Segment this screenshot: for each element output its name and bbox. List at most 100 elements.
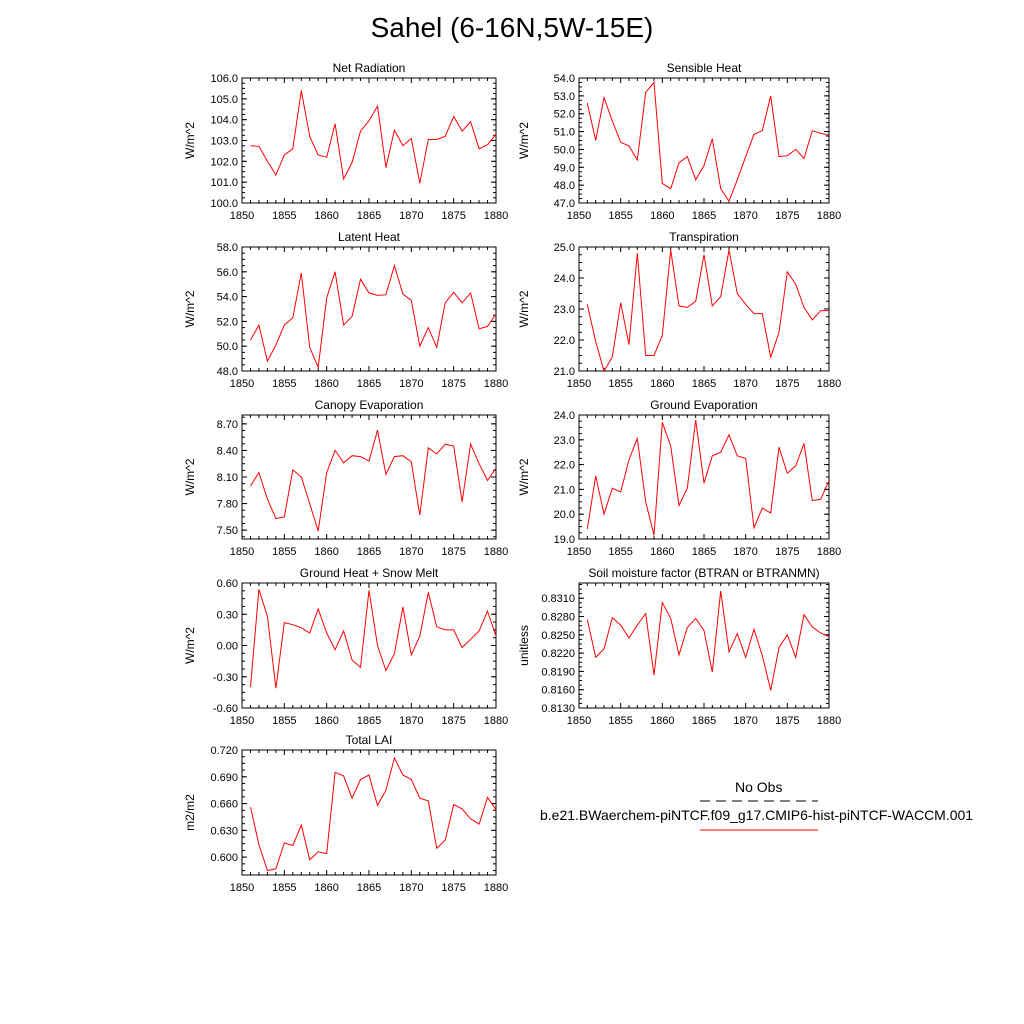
panel-canopy-evaporation-ytick-label: 7.50: [217, 525, 238, 537]
panel-latent-heat-xtick-label: 1855: [272, 378, 296, 390]
panel-soil-moisture-factor-btran-or-btranmn-xtick-label: 1850: [567, 715, 591, 727]
panel-sensible-heat-ytick-label: 52.0: [554, 109, 575, 121]
panel-ground-evaporation-ytick-label: 19.0: [554, 534, 575, 546]
panel-net-radiation-ytick-label: 102.0: [210, 156, 238, 168]
panel-latent-heat-xtick-label: 1850: [230, 378, 254, 390]
panel-total-lai-ytick-label: 0.720: [210, 745, 238, 757]
panel-canopy-evaporation-ylabel: W/m^2: [183, 458, 197, 495]
panel-ground-evaporation: Ground Evaporation W/m^2 1850 1855 1860 1865 1…: [517, 398, 841, 558]
panel-canopy-evaporation-xtick-label: 1865: [357, 546, 381, 558]
panel-canopy-evaporation-ytick-label: 8.40: [217, 445, 238, 457]
panel-soil-moisture-factor-btran-or-btranmn-ylabel: unitless: [517, 625, 531, 666]
panel-transpiration-xtick-label: 1870: [733, 378, 757, 390]
panel-transpiration-xtick-label: 1880: [817, 378, 841, 390]
panel-canopy-evaporation-xtick-label: 1855: [272, 546, 296, 558]
panel-ground-heat-snow-melt-xtick-label: 1880: [484, 715, 508, 727]
panel-transpiration-title: Transpiration: [669, 230, 739, 244]
panel-ground-evaporation-title: Ground Evaporation: [650, 398, 757, 412]
panel-latent-heat: Latent Heat W/m^2 1850 1855 1860 1865 1870 1875…: [183, 230, 508, 390]
panel-sensible-heat-ytick-label: 49.0: [554, 162, 575, 174]
panel-canopy-evaporation-series-line: [250, 429, 497, 532]
panel-transpiration: Transpiration W/m^2 1850 1855 1860 1865 1870 18…: [517, 230, 841, 390]
panel-sensible-heat-xtick-label: 1860: [650, 210, 674, 222]
panel-ground-heat-snow-melt-ytick-label: -0.30: [213, 672, 238, 684]
panel-soil-moisture-factor-btran-or-btranmn: Soil moisture factor (BTRAN or BTRANMN) u…: [517, 566, 841, 727]
panel-canopy-evaporation-ytick-label: 8.70: [217, 419, 238, 431]
panel-soil-moisture-factor-btran-or-btranmn-ytick-label: 0.8220: [541, 648, 575, 660]
panel-ground-heat-snow-melt-xtick-label: 1875: [441, 715, 465, 727]
panel-soil-moisture-factor-btran-or-btranmn-ytick-label: 0.8280: [541, 612, 575, 624]
panel-ground-evaporation-ytick-label: 22.0: [554, 460, 575, 472]
panel-ground-evaporation-xtick-label: 1870: [733, 546, 757, 558]
panel-total-lai-xtick-label: 1860: [314, 882, 338, 894]
panel-canopy-evaporation-xtick-label: 1860: [314, 546, 338, 558]
panel-ground-evaporation-xtick-label: 1875: [775, 546, 799, 558]
panel-latent-heat-xtick-label: 1865: [357, 378, 381, 390]
panel-canopy-evaporation-xtick-label: 1875: [441, 546, 465, 558]
panel-net-radiation-ytick-label: 104.0: [210, 115, 238, 127]
panel-transpiration-xtick-label: 1850: [567, 378, 591, 390]
panel-transpiration-frame: [578, 246, 830, 372]
panel-transpiration-ylabel: W/m^2: [517, 290, 531, 327]
panel-net-radiation-title: Net Radiation: [333, 61, 406, 75]
panel-total-lai-xtick-label: 1850: [230, 882, 254, 894]
panel-sensible-heat-xtick-label: 1875: [775, 210, 799, 222]
panel-sensible-heat-ylabel: W/m^2: [517, 122, 531, 159]
panel-soil-moisture-factor-btran-or-btranmn-xtick-label: 1855: [608, 715, 632, 727]
panel-total-lai-ytick-label: 0.600: [210, 852, 238, 864]
panel-ground-heat-snow-melt-ytick-label: 0.60: [217, 578, 238, 590]
panel-soil-moisture-factor-btran-or-btranmn-ytick-label: 0.8160: [541, 685, 575, 697]
panel-ground-evaporation-ytick-label: 24.0: [554, 410, 575, 422]
panel-transpiration-ytick-label: 25.0: [554, 242, 575, 254]
panel-sensible-heat-ytick-label: 50.0: [554, 144, 575, 156]
panel-canopy-evaporation-xtick-label: 1880: [484, 546, 508, 558]
panel-canopy-evaporation-xtick-label: 1850: [230, 546, 254, 558]
panel-transpiration-xtick-label: 1875: [775, 378, 799, 390]
panel-ground-heat-snow-melt-title: Ground Heat + Snow Melt: [300, 566, 439, 580]
panel-net-radiation-xtick-label: 1870: [399, 210, 423, 222]
panel-total-lai-xtick-label: 1870: [399, 882, 423, 894]
panel-net-radiation-xtick-label: 1855: [272, 210, 296, 222]
panel-ground-heat-snow-melt-ytick-label: 0.00: [217, 641, 238, 653]
panel-soil-moisture-factor-btran-or-btranmn-ytick-label: 0.8250: [541, 630, 575, 642]
panel-transpiration-ytick-label: 23.0: [554, 304, 575, 316]
panel-total-lai-ylabel: m2/m2: [183, 794, 197, 831]
panel-ground-heat-snow-melt-ytick-label: -0.60: [213, 703, 238, 715]
panel-latent-heat-ytick-label: 58.0: [217, 242, 238, 254]
panel-net-radiation-xtick-label: 1880: [484, 210, 508, 222]
panel-net-radiation-xtick-label: 1865: [357, 210, 381, 222]
panel-ground-heat-snow-melt-xtick-label: 1865: [357, 715, 381, 727]
panel-ground-heat-snow-melt: Ground Heat + Snow Melt W/m^2 1850 1855 1860…: [183, 566, 508, 727]
panel-soil-moisture-factor-btran-or-btranmn-xtick-label: 1870: [733, 715, 757, 727]
panel-latent-heat-xtick-label: 1870: [399, 378, 423, 390]
panel-ground-heat-snow-melt-xtick-label: 1855: [272, 715, 296, 727]
panel-ground-heat-snow-melt-series-line: [250, 589, 497, 689]
panel-ground-evaporation-xtick-label: 1860: [650, 546, 674, 558]
panel-transpiration-xtick-label: 1855: [608, 378, 632, 390]
panel-ground-heat-snow-melt-xtick-label: 1860: [314, 715, 338, 727]
panel-ground-evaporation-ytick-label: 21.0: [554, 484, 575, 496]
panel-total-lai-ytick-label: 0.630: [210, 825, 238, 837]
panel-transpiration-ytick-label: 24.0: [554, 273, 575, 285]
panel-sensible-heat-frame: [578, 77, 830, 204]
panel-canopy-evaporation-title: Canopy Evaporation: [315, 398, 424, 412]
panel-ground-heat-snow-melt-frame: [241, 582, 497, 709]
panel-sensible-heat: Sensible Heat W/m^2 1850 1855 1860 1865 1870 18…: [517, 61, 841, 222]
panel-ground-evaporation-xtick-label: 1880: [817, 546, 841, 558]
panel-net-radiation-ytick-label: 100.0: [210, 198, 238, 210]
panel-ground-evaporation-ytick-label: 20.0: [554, 509, 575, 521]
panel-latent-heat-title: Latent Heat: [338, 230, 401, 244]
panel-sensible-heat-ytick-label: 53.0: [554, 91, 575, 103]
panel-latent-heat-ylabel: W/m^2: [183, 290, 197, 327]
panel-sensible-heat-ytick-label: 47.0: [554, 198, 575, 210]
panel-net-radiation-xtick-label: 1850: [230, 210, 254, 222]
panel-ground-heat-snow-melt-ylabel: W/m^2: [183, 627, 197, 664]
panel-latent-heat-ytick-label: 54.0: [217, 292, 238, 304]
panel-net-radiation-series-line: [250, 90, 497, 184]
panel-ground-heat-snow-melt-ytick-label: 0.30: [217, 609, 238, 621]
panel-canopy-evaporation: Canopy Evaporation W/m^2 1850 1855 1860 1865 1…: [183, 398, 508, 558]
panel-total-lai-xtick-label: 1880: [484, 882, 508, 894]
panel-net-radiation-frame: [241, 77, 497, 204]
panel-total-lai-ytick-label: 0.690: [210, 772, 238, 784]
